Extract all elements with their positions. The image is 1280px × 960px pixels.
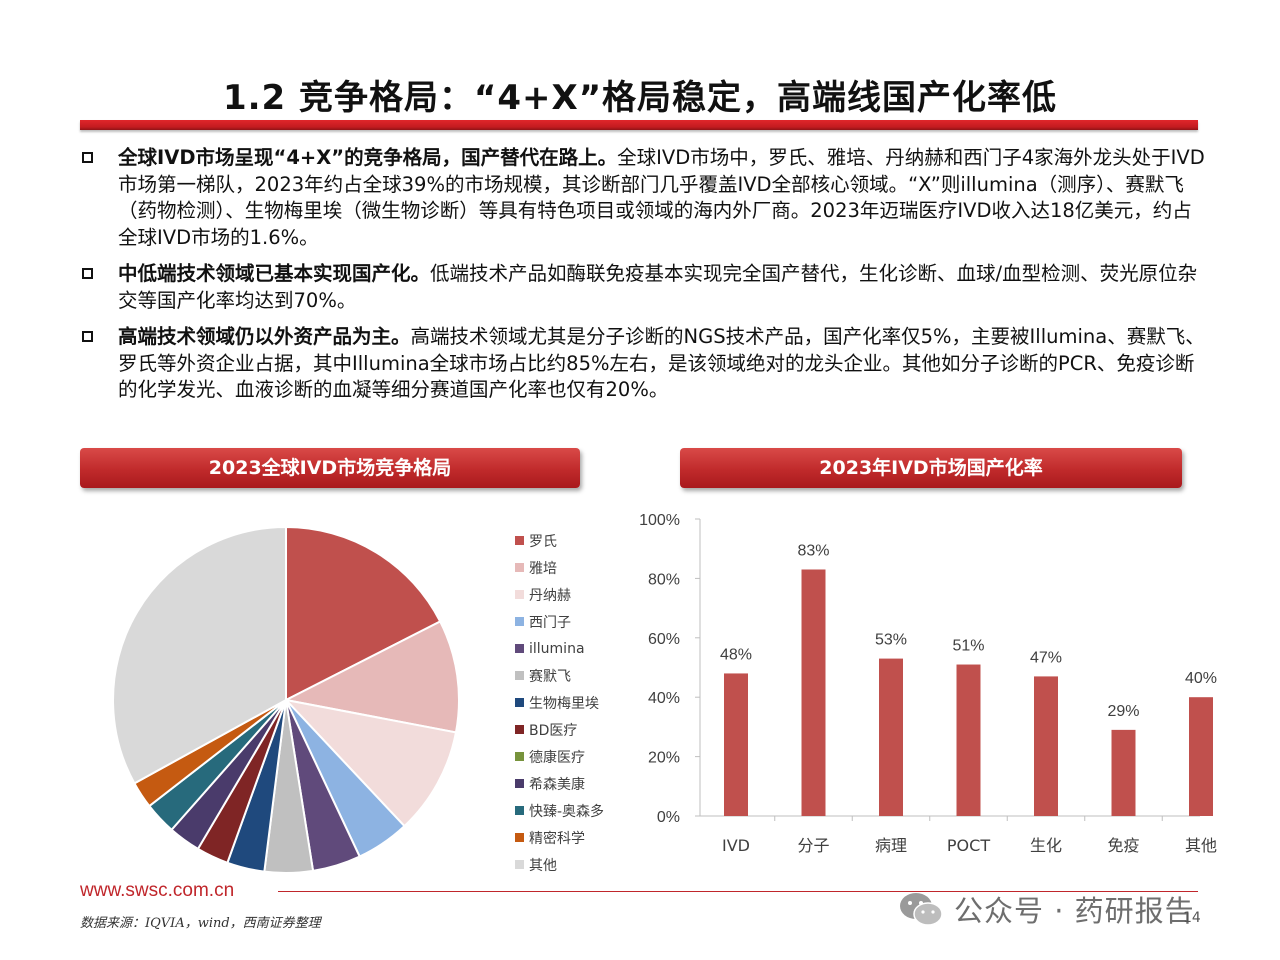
pie-chart-header: 2023全球IVD市场竞争格局 bbox=[80, 448, 580, 488]
bar-chart-header: 2023年IVD市场国产化率 bbox=[680, 448, 1182, 488]
pie-slice bbox=[283, 698, 458, 828]
bullet-item: 全球IVD市场呈现“4+X”的竞争格局，国产替代在路上。全球IVD市场中，罗氏、… bbox=[80, 145, 1210, 251]
legend-item: BD医疗 bbox=[515, 716, 604, 743]
bullet-lead: 高端技术领域仍以外资产品为主。 bbox=[118, 325, 411, 348]
legend-label: 雅培 bbox=[529, 560, 557, 577]
legend-item: 快臻-奥森多 bbox=[515, 797, 604, 824]
legend-item: 雅培 bbox=[515, 554, 604, 581]
bar-value-label: 29% bbox=[1107, 703, 1139, 720]
legend-item: 赛默飞 bbox=[515, 662, 604, 689]
watermark-text: 公众号 · 药研报告 bbox=[954, 894, 1195, 928]
bullet-lead: 全球IVD市场呈现“4+X”的竞争格局，国产替代在路上。 bbox=[118, 146, 618, 169]
x-category-label: 免疫 bbox=[1107, 836, 1139, 855]
wechat-watermark: 公众号 · 药研报告 bbox=[898, 888, 1195, 930]
bar-value-label: 40% bbox=[1185, 670, 1217, 687]
legend-label: BD医疗 bbox=[529, 722, 578, 739]
y-tick-label: 80% bbox=[648, 571, 680, 588]
title-underline-bar bbox=[80, 120, 1198, 130]
bar bbox=[801, 569, 826, 816]
legend-swatch bbox=[515, 779, 524, 788]
legend-item: illumina bbox=[515, 635, 604, 662]
legend-swatch bbox=[515, 833, 524, 842]
bar-value-label: 53% bbox=[875, 632, 907, 649]
legend-swatch bbox=[515, 698, 524, 707]
x-category-label: 生化 bbox=[1030, 836, 1062, 855]
legend-label: 生物梅里埃 bbox=[529, 695, 599, 712]
legend-swatch bbox=[515, 536, 524, 545]
legend-swatch bbox=[515, 725, 524, 734]
bar bbox=[1111, 729, 1136, 816]
footer-divider bbox=[278, 891, 1198, 892]
legend-item: 希森美康 bbox=[515, 770, 604, 797]
legend-item: 西门子 bbox=[515, 608, 604, 635]
x-category-label: 分子 bbox=[797, 836, 829, 855]
x-category-label: 其他 bbox=[1185, 836, 1217, 855]
legend-label: 精密科学 bbox=[529, 830, 585, 847]
legend-label: 西门子 bbox=[529, 614, 571, 631]
legend-swatch bbox=[515, 806, 524, 815]
legend-item: 其他 bbox=[515, 851, 604, 878]
page-number: 14 bbox=[1183, 910, 1201, 926]
bar-value-label: 51% bbox=[952, 638, 984, 655]
localization-rate-bar-chart: 0% 20% 40% 60% 80% 100% 48% IVD 83% 分子 53% 病理 51% POC… bbox=[639, 512, 1217, 855]
legend-swatch bbox=[515, 563, 524, 572]
footer-url: www.swsc.com.cn bbox=[80, 880, 235, 901]
market-share-pie-chart bbox=[112, 525, 460, 874]
legend-swatch bbox=[515, 671, 524, 680]
square-bullet-icon bbox=[82, 268, 93, 279]
bar bbox=[879, 658, 903, 816]
bar bbox=[1189, 697, 1213, 816]
bullet-item: 高端技术领域仍以外资产品为主。高端技术领域尤其是分子诊断的NGS技术产品，国产化… bbox=[80, 324, 1210, 404]
legend-item: 丹纳赫 bbox=[515, 581, 604, 608]
legend-label: 罗氏 bbox=[529, 533, 557, 550]
legend-label: 赛默飞 bbox=[529, 668, 571, 685]
legend-label: 其他 bbox=[529, 857, 557, 874]
bullet-lead: 中低端技术领域已基本实现国产化。 bbox=[118, 262, 431, 285]
pie-slice bbox=[112, 525, 287, 785]
legend-swatch bbox=[515, 752, 524, 761]
square-bullet-icon bbox=[82, 152, 93, 163]
bar-value-label: 48% bbox=[720, 646, 752, 663]
legend-label: 丹纳赫 bbox=[529, 587, 571, 604]
y-tick-label: 20% bbox=[648, 750, 680, 767]
legend-item: 生物梅里埃 bbox=[515, 689, 604, 716]
page-title: 1.2 竞争格局：“4+X”格局稳定，高端线国产化率低 bbox=[222, 78, 1058, 118]
bar-value-label: 83% bbox=[797, 542, 829, 559]
bullet-text: 高端技术领域尤其是分子诊断的NGS技术产品，国产化率仅5%，主要被Illumin… bbox=[118, 325, 1205, 401]
pie-slice bbox=[285, 525, 442, 702]
bar bbox=[956, 664, 981, 816]
bullet-list: 全球IVD市场呈现“4+X”的竞争格局，国产替代在路上。全球IVD市场中，罗氏、… bbox=[80, 145, 1210, 414]
x-category-label: IVD bbox=[722, 836, 750, 855]
legend-swatch bbox=[515, 860, 524, 869]
wechat-icon bbox=[900, 893, 943, 926]
legend-label: illumina bbox=[529, 640, 585, 657]
bullet-item: 中低端技术领域已基本实现国产化。低端技术产品如酶联免疫基本实现完全国产替代，生化… bbox=[80, 261, 1210, 314]
legend-swatch bbox=[515, 617, 524, 626]
x-category-label: POCT bbox=[947, 836, 990, 855]
legend-swatch bbox=[515, 644, 524, 653]
bullet-text: 低端技术产品如酶联免疫基本实现完全国产替代，生化诊断、血球/血型检测、荧光原位杂… bbox=[118, 262, 1198, 312]
y-tick-label: 60% bbox=[648, 631, 680, 648]
data-source-note: 数据来源：IQVIA，wind，西南证券整理 bbox=[80, 916, 321, 931]
pie-slice bbox=[282, 620, 460, 734]
square-bullet-icon bbox=[82, 331, 93, 342]
y-tick-label: 40% bbox=[648, 690, 680, 707]
legend-swatch bbox=[515, 590, 524, 599]
legend-label: 德康医疗 bbox=[529, 749, 585, 766]
y-tick-label: 100% bbox=[639, 512, 680, 529]
bar bbox=[724, 673, 748, 816]
legend-item: 精密科学 bbox=[515, 824, 604, 851]
legend-label: 希森美康 bbox=[529, 776, 585, 793]
bar-value-label: 47% bbox=[1030, 649, 1062, 666]
y-tick-label: 0% bbox=[657, 809, 680, 826]
bullet-text: 全球IVD市场中，罗氏、雅培、丹纳赫和西门子4家海外龙头处于IVD市场第一梯队，… bbox=[118, 146, 1205, 249]
pie-legend: 罗氏雅培丹纳赫西门子 illumina 赛默飞生物梅里埃 BD医疗德康医疗希森美康快臻… bbox=[515, 527, 604, 878]
legend-item: 罗氏 bbox=[515, 527, 604, 554]
x-category-label: 病理 bbox=[875, 836, 907, 855]
legend-label: 快臻-奥森多 bbox=[529, 803, 605, 820]
bar bbox=[1034, 676, 1058, 816]
legend-item: 德康医疗 bbox=[515, 743, 604, 770]
